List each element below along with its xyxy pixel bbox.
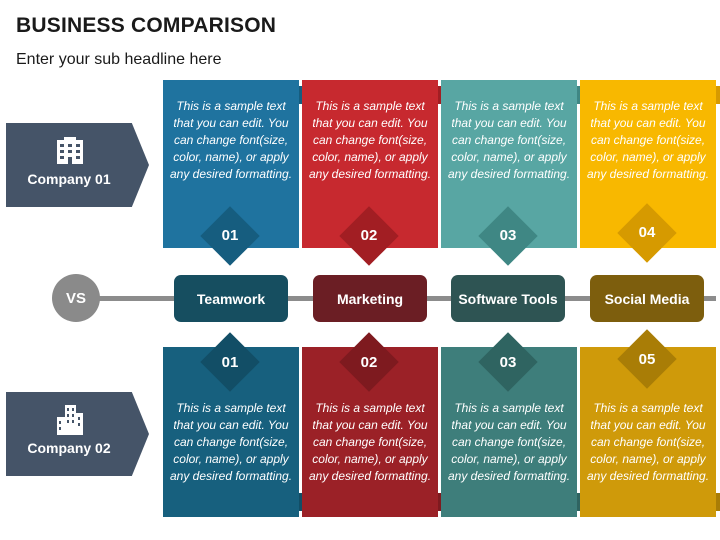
card-text: This is a sample text that you can edit.…	[308, 401, 432, 483]
card-number: 03	[499, 354, 517, 371]
bottom-card-1: 01 This is a sample text that you can ed…	[163, 332, 308, 517]
category-pill-marketing: Marketing	[313, 275, 427, 322]
category-pill-social-media: Social Media	[590, 275, 704, 322]
card-text: This is a sample text that you can edit.…	[447, 99, 571, 181]
building-icon	[57, 137, 83, 164]
card-number: 03	[499, 227, 517, 244]
top-card-1: This is a sample text that you can edit.…	[163, 80, 308, 266]
company-01-label: Company 01	[6, 123, 149, 207]
card-number: 02	[360, 354, 378, 371]
card-number: 01	[221, 354, 239, 371]
card-text: This is a sample text that you can edit.…	[308, 99, 432, 181]
top-card-2: This is a sample text that you can edit.…	[302, 80, 447, 266]
card-text: This is a sample text that you can edit.…	[586, 99, 710, 181]
vs-badge: VS	[52, 274, 100, 322]
page-title: BUSINESS COMPARISON	[16, 14, 277, 37]
bottom-card-4: 05 This is a sample text that you can ed…	[580, 329, 720, 517]
bottom-card-3: 03 This is a sample text that you can ed…	[441, 332, 586, 517]
category-pill-software-tools: Software Tools	[451, 275, 565, 322]
card-number: 02	[360, 227, 378, 244]
company-name: Company 01	[27, 171, 111, 187]
skyscraper-icon	[57, 405, 83, 435]
company-02-label: Company 02	[6, 392, 149, 476]
top-card-4: This is a sample text that you can edit.…	[580, 80, 720, 263]
card-text: This is a sample text that you can edit.…	[447, 401, 571, 483]
category-pill-teamwork: Teamwork	[174, 275, 288, 322]
card-notch	[716, 86, 720, 104]
card-notch	[716, 493, 720, 511]
bottom-card-2: 02 This is a sample text that you can ed…	[302, 332, 447, 517]
card-number: 05	[638, 351, 656, 368]
card-number: 04	[638, 224, 656, 241]
card-text: This is a sample text that you can edit.…	[586, 401, 710, 483]
card-text: This is a sample text that you can edit.…	[169, 99, 293, 181]
page-subtitle: Enter your sub headline here	[16, 51, 222, 68]
top-card-3: This is a sample text that you can edit.…	[441, 80, 586, 266]
company-name: Company 02	[27, 440, 111, 456]
card-number: 01	[221, 227, 239, 244]
card-text: This is a sample text that you can edit.…	[169, 401, 293, 483]
